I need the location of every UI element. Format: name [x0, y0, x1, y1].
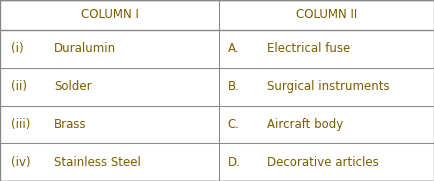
- Text: (ii): (ii): [11, 80, 27, 93]
- Text: Electrical fuse: Electrical fuse: [267, 42, 350, 55]
- Text: COLUMN II: COLUMN II: [296, 9, 357, 22]
- Text: (i): (i): [11, 42, 23, 55]
- Text: C.: C.: [228, 118, 240, 131]
- Text: Aircraft body: Aircraft body: [267, 118, 343, 131]
- Text: Solder: Solder: [54, 80, 92, 93]
- Text: D.: D.: [228, 156, 241, 169]
- Text: B.: B.: [228, 80, 240, 93]
- Text: A.: A.: [228, 42, 239, 55]
- Text: Decorative articles: Decorative articles: [267, 156, 378, 169]
- Text: (iv): (iv): [11, 156, 30, 169]
- Text: Surgical instruments: Surgical instruments: [267, 80, 390, 93]
- Text: (iii): (iii): [11, 118, 30, 131]
- Text: COLUMN I: COLUMN I: [81, 9, 138, 22]
- Text: Duralumin: Duralumin: [54, 42, 116, 55]
- Text: Brass: Brass: [54, 118, 87, 131]
- Text: Stainless Steel: Stainless Steel: [54, 156, 141, 169]
